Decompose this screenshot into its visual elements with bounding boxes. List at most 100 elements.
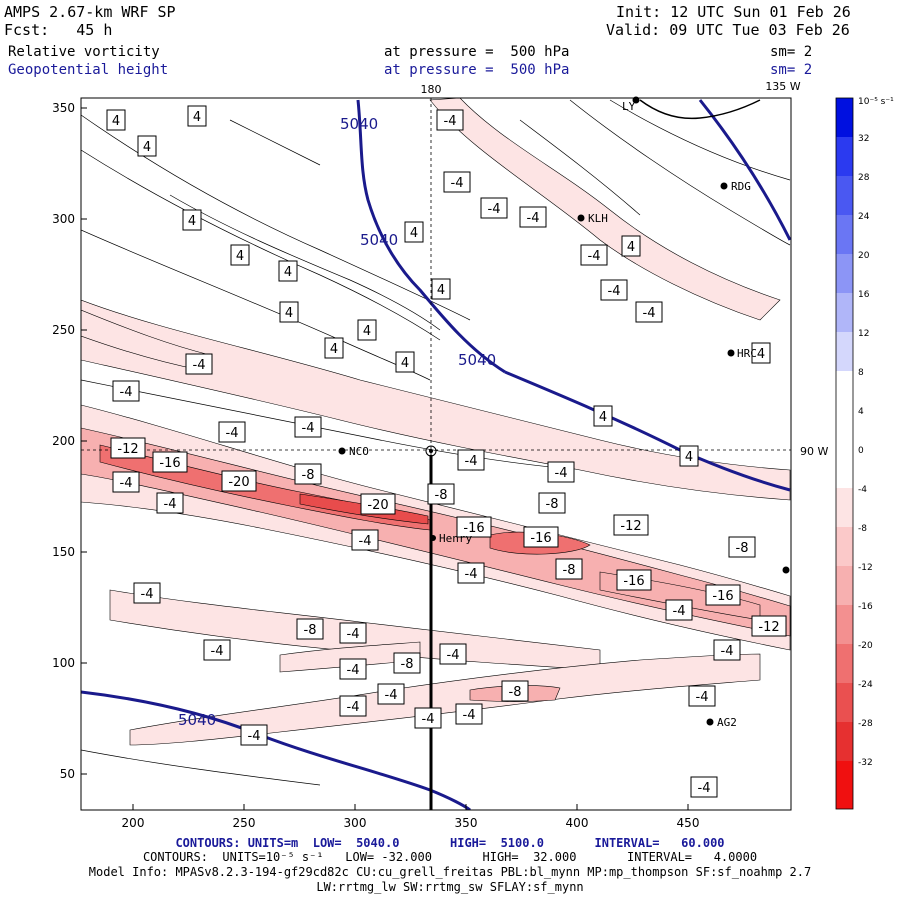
vort-label-box: -4 bbox=[713, 639, 741, 661]
colorbar-tick: -4 bbox=[858, 485, 867, 495]
x-tick-label: 200 bbox=[122, 816, 145, 830]
station-henry[interactable]: Henry bbox=[430, 532, 472, 545]
positive-vorticity-contours bbox=[81, 99, 791, 786]
vort-label: -4 bbox=[673, 604, 686, 619]
vort-label-box: -4 bbox=[339, 695, 367, 717]
vort-label-box: -16 bbox=[616, 569, 652, 591]
vort-label: -16 bbox=[463, 521, 484, 536]
colorbar-tick: 24 bbox=[858, 212, 870, 222]
vort-label: -12 bbox=[758, 620, 779, 635]
plot-frame bbox=[80, 97, 792, 811]
station-label: NCO bbox=[349, 445, 369, 458]
vort-label-box: -4 bbox=[185, 353, 213, 375]
vort-label-box: 4 bbox=[137, 135, 157, 157]
vort-label-box: 4 bbox=[230, 244, 250, 266]
colorbar-unit: 10⁻⁵ s⁻¹ bbox=[858, 97, 894, 107]
vort-label: -8 bbox=[304, 623, 317, 638]
footer-vorticity-contours: CONTOURS: UNITS=10⁻⁵ s⁻¹ LOW= -32.000 HI… bbox=[142, 850, 758, 864]
vort-label-box: -4 bbox=[439, 643, 467, 665]
colorbar-tick: 20 bbox=[858, 251, 870, 261]
vort-label-box: -4 bbox=[480, 197, 508, 219]
y-tick-label: 250 bbox=[52, 323, 75, 337]
coastline bbox=[639, 99, 761, 120]
colorbar-tick: 4 bbox=[858, 407, 864, 417]
station-label: AG2 bbox=[717, 716, 737, 729]
vort-label-box: -8 bbox=[555, 558, 583, 580]
station-label: KLH bbox=[588, 212, 608, 225]
vort-label-box: -12 bbox=[751, 615, 787, 637]
vort-label-box: -4 bbox=[635, 301, 663, 323]
footer-model-info-2: LW:rrtmg_lw SW:rrtmg_sw SFLAY:sf_mynn bbox=[316, 880, 584, 894]
vort-label-box: -4 bbox=[547, 461, 575, 483]
vort-label: -8 bbox=[435, 488, 448, 503]
vort-label: 4 bbox=[193, 110, 201, 125]
colorbar-tick: 0 bbox=[858, 446, 864, 456]
vort-label: -4 bbox=[465, 567, 478, 582]
station-label: RDG bbox=[731, 180, 751, 193]
colorbar-tick: 12 bbox=[858, 329, 869, 339]
vort-label: -4 bbox=[588, 249, 601, 264]
vort-label-box: -4 bbox=[414, 707, 442, 729]
station-klh[interactable]: KLH bbox=[577, 212, 608, 225]
vort-band-lower2 bbox=[129, 653, 761, 746]
colorbar-tick: -16 bbox=[858, 602, 873, 612]
field2-smoothing: sm= 2 bbox=[770, 62, 813, 78]
station-ag2[interactable]: AG2 bbox=[706, 716, 737, 729]
vort-label-box: -16 bbox=[705, 584, 741, 606]
colorbar-tick: -28 bbox=[858, 719, 873, 729]
vort-label-box: -4 bbox=[580, 244, 608, 266]
vort-label-box: -8 bbox=[538, 492, 566, 514]
vort-label-box: -4 bbox=[112, 471, 140, 493]
vort-label: -20 bbox=[228, 475, 249, 490]
vort-label: 4 bbox=[685, 450, 693, 465]
height-contour-west bbox=[356, 99, 506, 374]
vort-label: 4 bbox=[112, 114, 120, 129]
vort-label: -8 bbox=[509, 685, 522, 700]
vort-label: -4 bbox=[120, 385, 133, 400]
vort-label: -4 bbox=[721, 644, 734, 659]
vort-label-box: -20 bbox=[360, 493, 396, 515]
vort-label: -4 bbox=[347, 700, 360, 715]
vort-label: 4 bbox=[330, 342, 338, 357]
field1-smoothing: sm= 2 bbox=[770, 44, 813, 60]
vort-label: 4 bbox=[627, 240, 635, 255]
field2-name: Geopotential height bbox=[8, 62, 169, 78]
vort-label-box: -4 bbox=[455, 703, 483, 725]
y-tick-label: 50 bbox=[60, 767, 75, 781]
vort-label: -4 bbox=[347, 663, 360, 678]
vort-label: -8 bbox=[401, 657, 414, 672]
vort-label: -4 bbox=[385, 688, 398, 703]
vort-label-box: -4 bbox=[339, 658, 367, 680]
stations: NCO Henry KLH RDG HRC AG2 LY bbox=[338, 96, 790, 729]
station-ly[interactable]: LY bbox=[622, 96, 640, 114]
vort-label-box: -4 bbox=[436, 109, 464, 131]
y-tick-label: 300 bbox=[52, 212, 75, 226]
vort-label: -16 bbox=[623, 574, 644, 589]
vort-label-box: -8 bbox=[501, 680, 529, 702]
vort-label: -4 bbox=[141, 587, 154, 602]
height-label: 5040 bbox=[178, 711, 216, 729]
footer-model-info: Model Info: MPASv8.2.3-194-gf29cd82c CU:… bbox=[88, 865, 812, 879]
vort-label-box: 4 bbox=[278, 260, 298, 282]
vort-band-mid bbox=[81, 299, 791, 501]
vort-label: -4 bbox=[120, 476, 133, 491]
height-contour-south bbox=[81, 690, 471, 810]
station-nco[interactable]: NCO bbox=[338, 445, 369, 458]
station-rdg[interactable]: RDG bbox=[720, 180, 751, 193]
vort-label: -8 bbox=[546, 497, 559, 512]
vort-label-box: -4 bbox=[688, 685, 716, 707]
vort-label: 4 bbox=[188, 214, 196, 229]
height-labels: 5040 5040 5040 5040 bbox=[178, 115, 496, 729]
vort-label: 4 bbox=[363, 324, 371, 339]
y-tick-label: 150 bbox=[52, 545, 75, 559]
vort-label: -8 bbox=[302, 468, 315, 483]
vort-label: -4 bbox=[451, 176, 464, 191]
station-hrc[interactable]: HRC bbox=[727, 347, 757, 360]
colorbar-tick: 32 bbox=[858, 134, 869, 144]
vort-label-box: -4 bbox=[351, 529, 379, 551]
y-tick-label: 100 bbox=[52, 656, 75, 670]
vort-label-box: -4 bbox=[294, 416, 322, 438]
station-marker-east[interactable] bbox=[782, 566, 790, 574]
vort-label: -4 bbox=[696, 690, 709, 705]
